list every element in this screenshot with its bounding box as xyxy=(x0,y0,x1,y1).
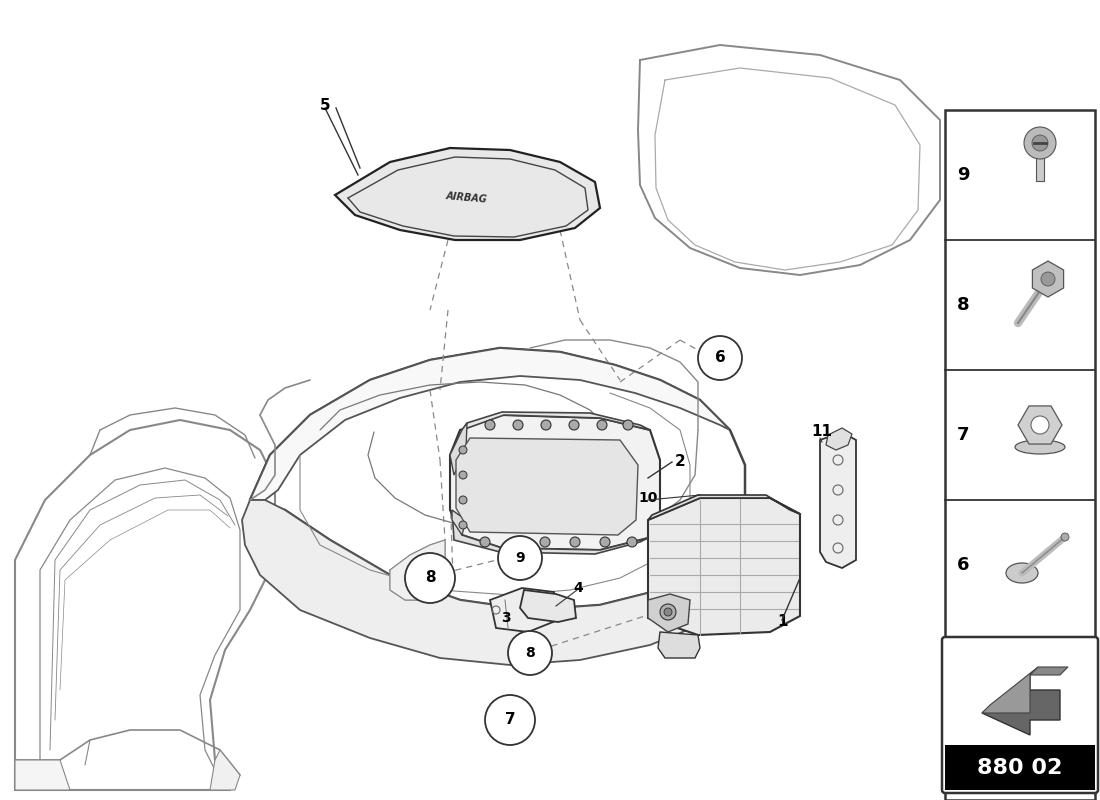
Circle shape xyxy=(597,420,607,430)
Text: 8: 8 xyxy=(525,646,535,660)
Polygon shape xyxy=(462,412,650,430)
Circle shape xyxy=(498,536,542,580)
Circle shape xyxy=(459,521,468,529)
Circle shape xyxy=(541,420,551,430)
Text: AIRBAG: AIRBAG xyxy=(446,191,488,205)
Circle shape xyxy=(569,420,579,430)
Circle shape xyxy=(1032,135,1048,151)
Text: 8: 8 xyxy=(957,296,969,314)
Circle shape xyxy=(1062,533,1069,541)
Circle shape xyxy=(513,420,522,430)
Circle shape xyxy=(540,537,550,547)
Polygon shape xyxy=(1033,261,1064,297)
Circle shape xyxy=(459,496,468,504)
Polygon shape xyxy=(1030,667,1068,675)
Polygon shape xyxy=(982,667,1038,713)
Polygon shape xyxy=(452,510,466,535)
Text: 4: 4 xyxy=(573,581,583,595)
Polygon shape xyxy=(982,675,1060,735)
FancyBboxPatch shape xyxy=(945,110,1094,800)
Text: 880 02: 880 02 xyxy=(977,758,1063,778)
Text: 3: 3 xyxy=(502,611,510,625)
Polygon shape xyxy=(250,348,730,500)
Circle shape xyxy=(660,604,676,620)
Polygon shape xyxy=(520,590,576,622)
Circle shape xyxy=(1024,127,1056,159)
FancyBboxPatch shape xyxy=(1036,143,1044,181)
Polygon shape xyxy=(336,148,600,240)
Text: 11: 11 xyxy=(812,425,833,439)
Circle shape xyxy=(405,553,455,603)
Circle shape xyxy=(664,608,672,616)
Text: 6: 6 xyxy=(715,350,725,366)
Circle shape xyxy=(480,537,490,547)
Polygon shape xyxy=(450,423,468,475)
Text: 10: 10 xyxy=(638,491,658,505)
Polygon shape xyxy=(648,594,690,632)
Polygon shape xyxy=(450,415,660,550)
Polygon shape xyxy=(15,760,70,790)
Polygon shape xyxy=(648,498,800,635)
Circle shape xyxy=(485,695,535,745)
Circle shape xyxy=(1031,416,1049,434)
Polygon shape xyxy=(648,495,800,520)
Polygon shape xyxy=(820,432,856,568)
Text: 7: 7 xyxy=(505,713,515,727)
Polygon shape xyxy=(242,500,745,665)
Circle shape xyxy=(600,537,610,547)
Text: 9: 9 xyxy=(515,551,525,565)
Circle shape xyxy=(627,537,637,547)
Circle shape xyxy=(459,446,468,454)
Text: 6: 6 xyxy=(957,556,969,574)
Polygon shape xyxy=(490,588,558,632)
Circle shape xyxy=(698,336,742,380)
Text: 9: 9 xyxy=(957,166,969,184)
Text: 2: 2 xyxy=(674,454,685,470)
Polygon shape xyxy=(210,750,240,790)
Circle shape xyxy=(508,631,552,675)
Polygon shape xyxy=(390,540,446,600)
Text: 1: 1 xyxy=(778,614,789,630)
Circle shape xyxy=(623,420,632,430)
Circle shape xyxy=(570,537,580,547)
Polygon shape xyxy=(658,632,700,658)
Text: ~~~: ~~~ xyxy=(470,482,510,498)
Polygon shape xyxy=(456,438,638,535)
Text: 5: 5 xyxy=(320,98,330,113)
FancyBboxPatch shape xyxy=(942,637,1098,793)
Polygon shape xyxy=(1018,406,1062,444)
FancyBboxPatch shape xyxy=(945,745,1094,790)
Text: 8: 8 xyxy=(425,570,436,586)
Circle shape xyxy=(510,537,520,547)
Circle shape xyxy=(459,471,468,479)
Polygon shape xyxy=(452,510,648,554)
Ellipse shape xyxy=(1015,440,1065,454)
Circle shape xyxy=(1041,272,1055,286)
Polygon shape xyxy=(826,428,852,450)
Circle shape xyxy=(485,420,495,430)
Ellipse shape xyxy=(1006,563,1038,583)
Text: 7: 7 xyxy=(957,426,969,444)
